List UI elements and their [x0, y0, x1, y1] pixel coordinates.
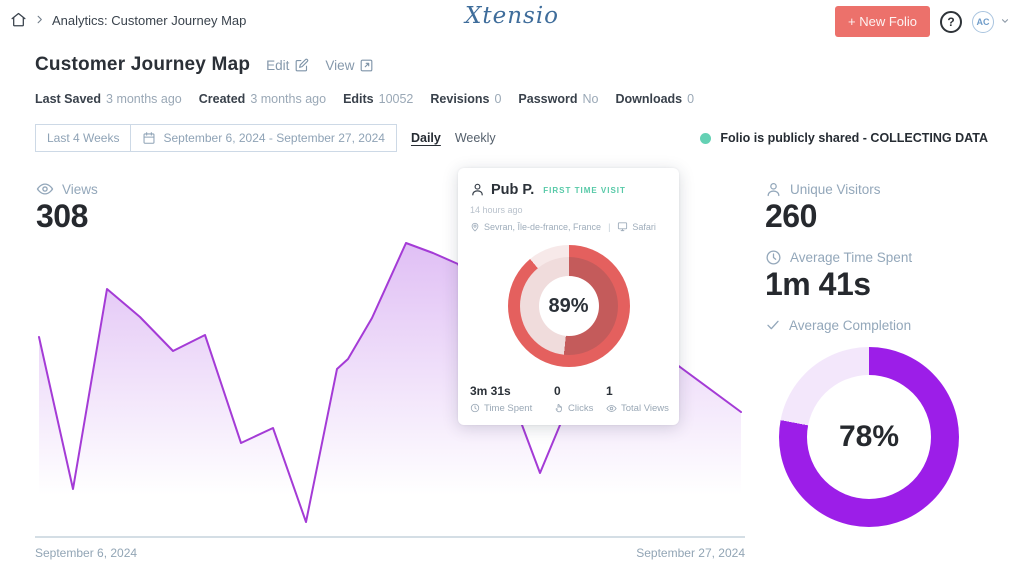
- meta-last-saved: Last Saved 3 months ago: [35, 92, 182, 106]
- visitor-donut-ring: 89%: [507, 245, 630, 368]
- meta-value: 3 months ago: [250, 92, 327, 106]
- views-label: Views: [62, 181, 98, 197]
- views-area-fill: [39, 243, 741, 537]
- granularity-daily[interactable]: Daily: [410, 131, 441, 145]
- meta-created: Created 3 months ago: [199, 92, 326, 106]
- edit-link[interactable]: Edit: [266, 57, 309, 73]
- view-link[interactable]: View: [325, 57, 374, 73]
- breadcrumb-label[interactable]: Analytics: Customer Journey Map: [52, 12, 247, 28]
- status-dot: [700, 132, 712, 144]
- meta-value: 0: [687, 92, 695, 106]
- meta-edits: Edits 10052: [343, 92, 413, 106]
- help-button[interactable]: ?: [940, 10, 962, 33]
- visitor-completion-donut: 89%: [507, 245, 630, 368]
- granularity-weekly[interactable]: Weekly: [454, 131, 496, 145]
- calendar-icon: [142, 131, 156, 146]
- monitor-icon: [617, 221, 628, 232]
- date-range-preset-select[interactable]: Last 4 Weeks: [35, 124, 131, 152]
- meta-label: Edits: [343, 92, 374, 106]
- unique-visitors-label: Unique Visitors: [790, 182, 881, 197]
- edit-link-label: Edit: [266, 57, 290, 73]
- visitor-stat-time-spent: 3m 31s Time Spent: [470, 384, 554, 414]
- pin-icon: [470, 221, 480, 232]
- meta-label: Last Saved: [35, 92, 102, 106]
- home-icon[interactable]: [10, 11, 27, 29]
- time-spent-value: 3m 31s: [470, 383, 511, 398]
- time-spent-label: Time Spent: [484, 402, 533, 414]
- meta-value: 3 months ago: [106, 92, 182, 106]
- visitor-browser: Safari: [632, 221, 656, 232]
- meta-value: No: [582, 92, 599, 106]
- visitor-time-ago: 14 hours ago: [470, 205, 523, 215]
- avg-time-label: Average Time Spent: [790, 250, 913, 265]
- visitor-stat-clicks: 0 Clicks: [554, 384, 606, 414]
- eye-icon: [36, 180, 54, 198]
- eye-icon: [606, 403, 617, 414]
- total-views-label: Total Views: [621, 402, 669, 414]
- meta-password: Password No: [518, 92, 598, 106]
- x-axis-end-label: September 27, 2024: [636, 546, 745, 560]
- x-axis-start-label: September 6, 2024: [35, 546, 138, 560]
- meta-value: 0: [494, 92, 502, 106]
- external-link-icon: [359, 57, 374, 73]
- date-range-value: September 6, 2024 - September 27, 2024: [163, 131, 385, 145]
- views-value: 308: [36, 198, 88, 234]
- first-time-visit-badge: FIRST TIME VISIT: [543, 185, 626, 195]
- meta-label: Password: [518, 92, 578, 106]
- completion-donut-ring: 78%: [779, 347, 959, 527]
- person-icon: [470, 181, 485, 199]
- meta-label: Created: [198, 92, 246, 106]
- visitor-completion-value: 89%: [548, 294, 589, 317]
- meta-row: Last Saved 3 months ago Created 3 months…: [35, 92, 694, 106]
- breadcrumb-chevron-icon: [34, 11, 45, 29]
- separator: |: [608, 221, 611, 232]
- status-text: Folio is publicly shared - COLLECTING DA…: [720, 131, 988, 145]
- date-range-preset-label: Last 4 Weeks: [47, 131, 120, 145]
- new-folio-button[interactable]: + New Folio: [835, 6, 930, 37]
- visitor-name: Pub P.: [491, 182, 535, 198]
- meta-label: Downloads: [615, 92, 683, 106]
- xtensio-logo[interactable]: Xtensio: [464, 3, 560, 29]
- avg-time-value: 1m 41s: [765, 266, 871, 302]
- clicks-label: Clicks: [568, 402, 594, 414]
- meta-downloads: Downloads 0: [615, 92, 694, 106]
- clock-icon: [765, 249, 782, 266]
- avg-completion-value: 78%: [838, 420, 900, 453]
- visitor-location: Sevran, Île-de-france, France: [484, 221, 602, 232]
- avatar[interactable]: AC: [972, 10, 994, 33]
- check-icon: [765, 317, 781, 333]
- sharing-status: Folio is publicly shared - COLLECTING DA…: [700, 131, 988, 145]
- avg-completion-donut: 78%: [779, 347, 959, 527]
- meta-revisions: Revisions 0: [430, 92, 501, 106]
- page-title: Customer Journey Map: [35, 54, 251, 75]
- meta-value: 10052: [378, 92, 414, 106]
- avg-completion-label: Average Completion: [789, 317, 912, 333]
- meta-label: Revisions: [430, 92, 490, 106]
- date-range-picker[interactable]: September 6, 2024 - September 27, 2024: [130, 124, 397, 152]
- clicks-value: 0: [554, 383, 561, 398]
- visitor-popup-card: Pub P. FIRST TIME VISIT 14 hours ago Sev…: [458, 168, 679, 425]
- click-icon: [554, 403, 564, 414]
- total-views-value: 1: [606, 383, 613, 398]
- clock-icon: [470, 403, 480, 414]
- view-link-label: View: [325, 57, 355, 73]
- edit-icon: [294, 57, 309, 73]
- unique-visitors-value: 260: [765, 198, 817, 234]
- person-icon: [765, 181, 782, 198]
- breadcrumb: Analytics: Customer Journey Map: [10, 11, 246, 29]
- chevron-down-icon[interactable]: [1000, 13, 1010, 31]
- visitor-stat-total-views: 1 Total Views: [606, 384, 669, 414]
- top-actions: + New Folio ? AC: [835, 6, 1010, 37]
